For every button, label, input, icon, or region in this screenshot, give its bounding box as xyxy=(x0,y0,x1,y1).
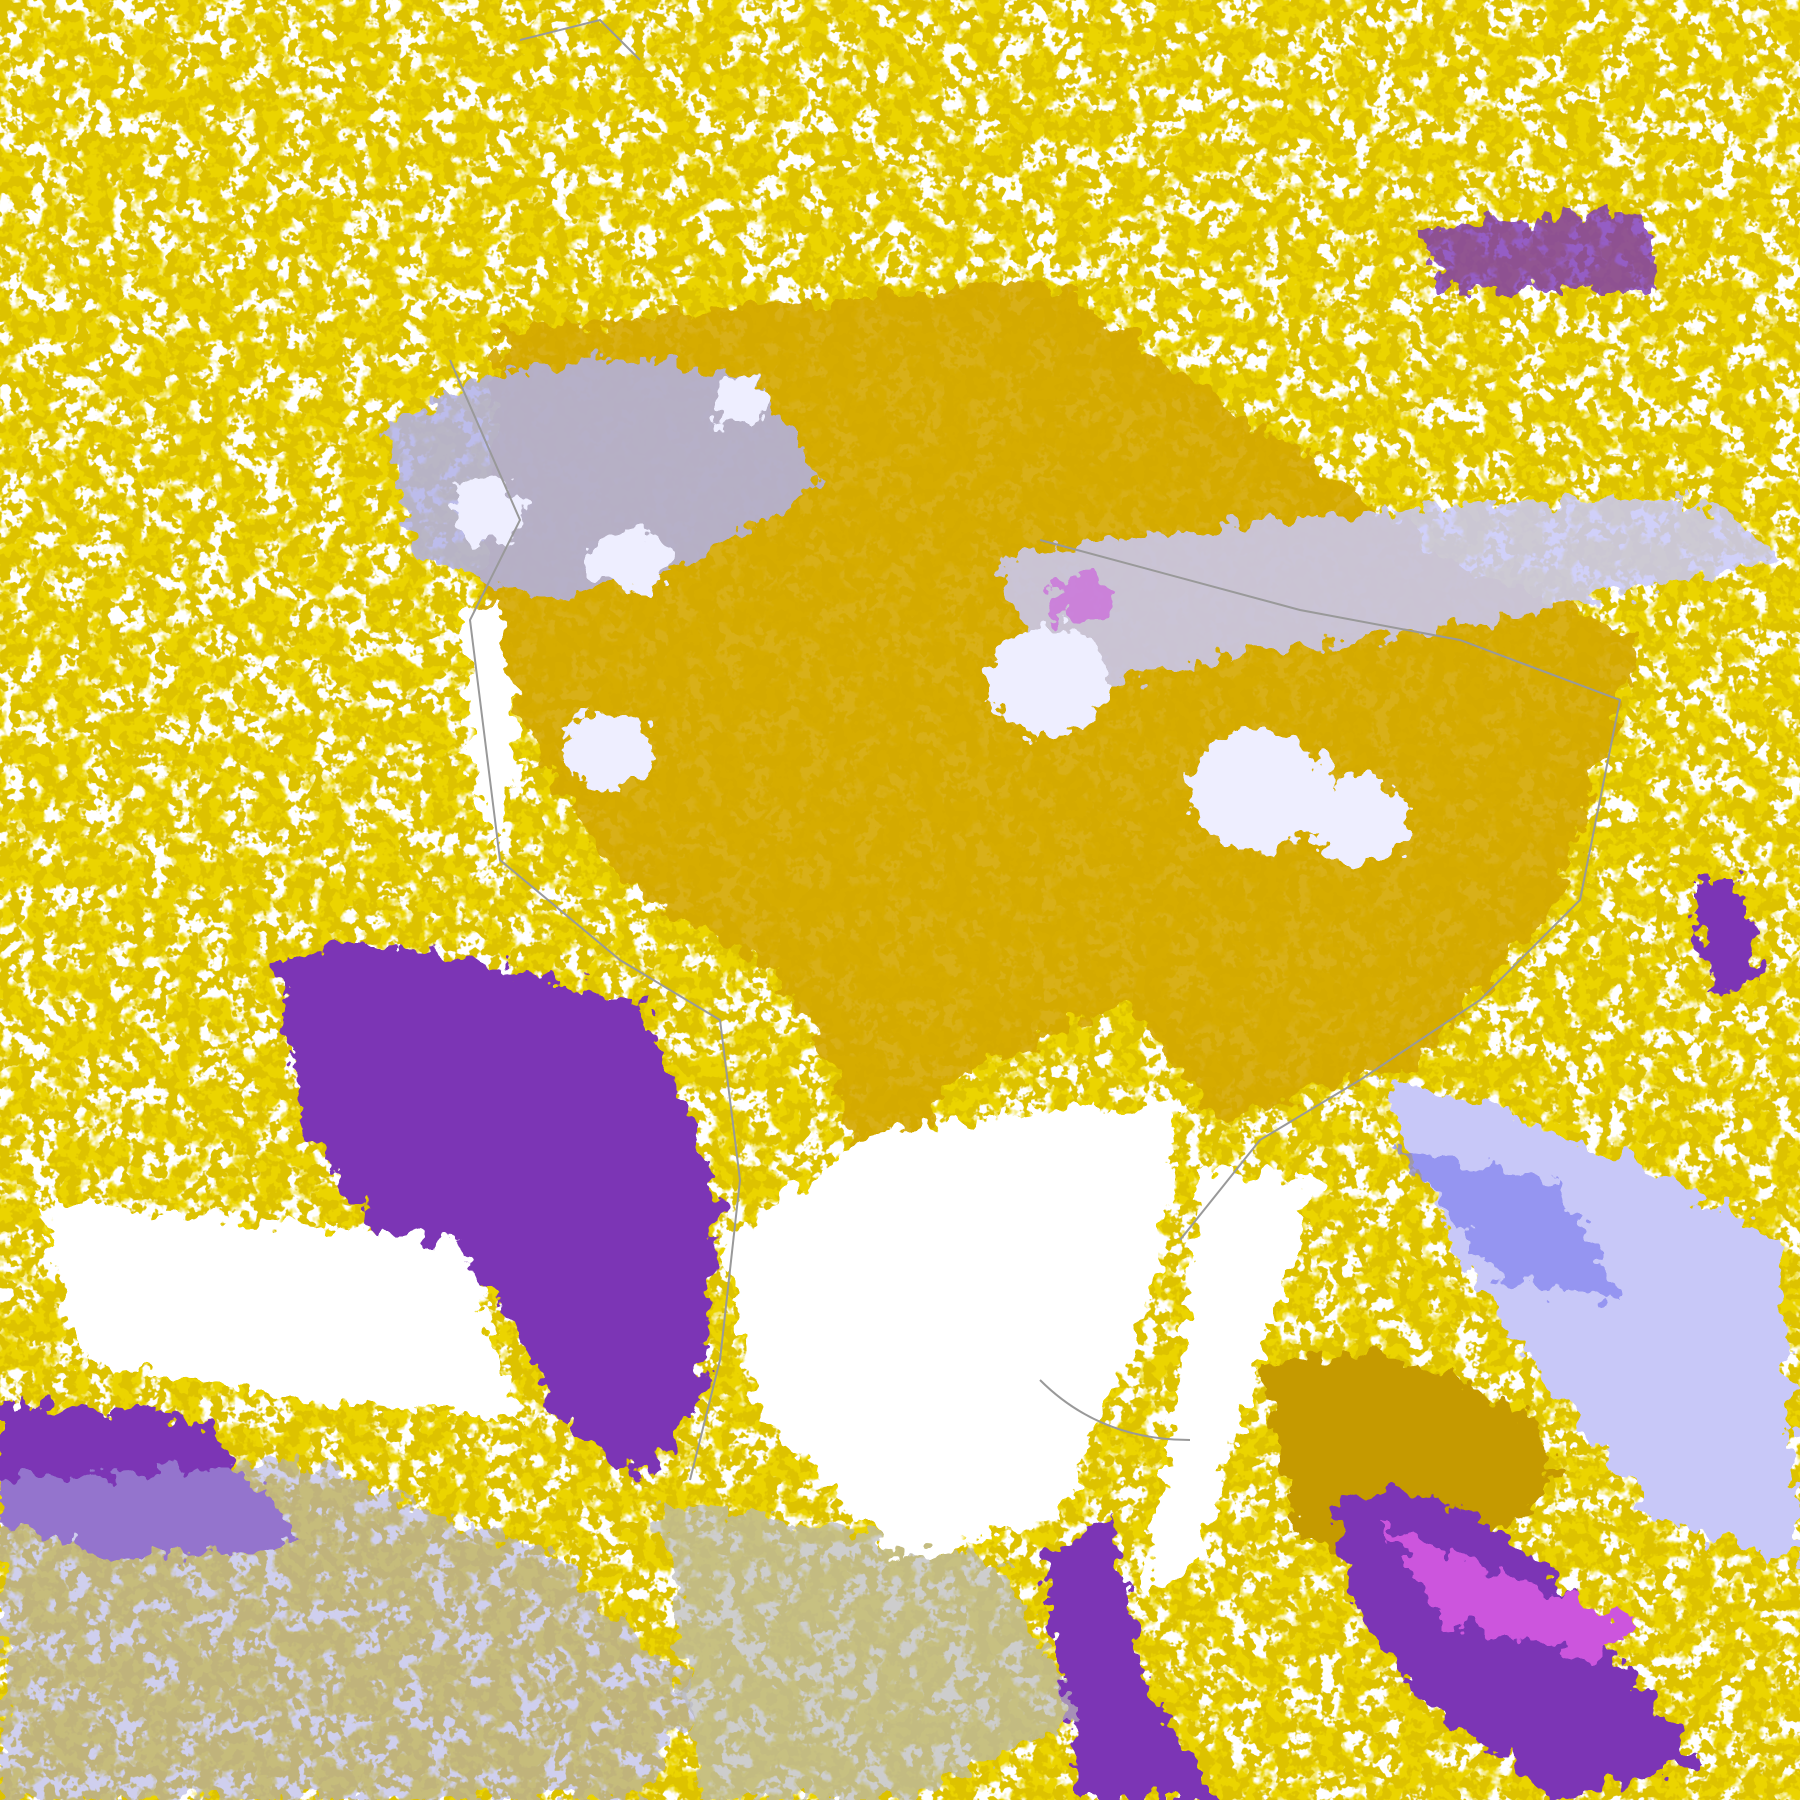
high-cloud-layer xyxy=(0,359,1800,1800)
clear-regions xyxy=(40,600,1320,1600)
coastlines xyxy=(449,18,1622,1481)
